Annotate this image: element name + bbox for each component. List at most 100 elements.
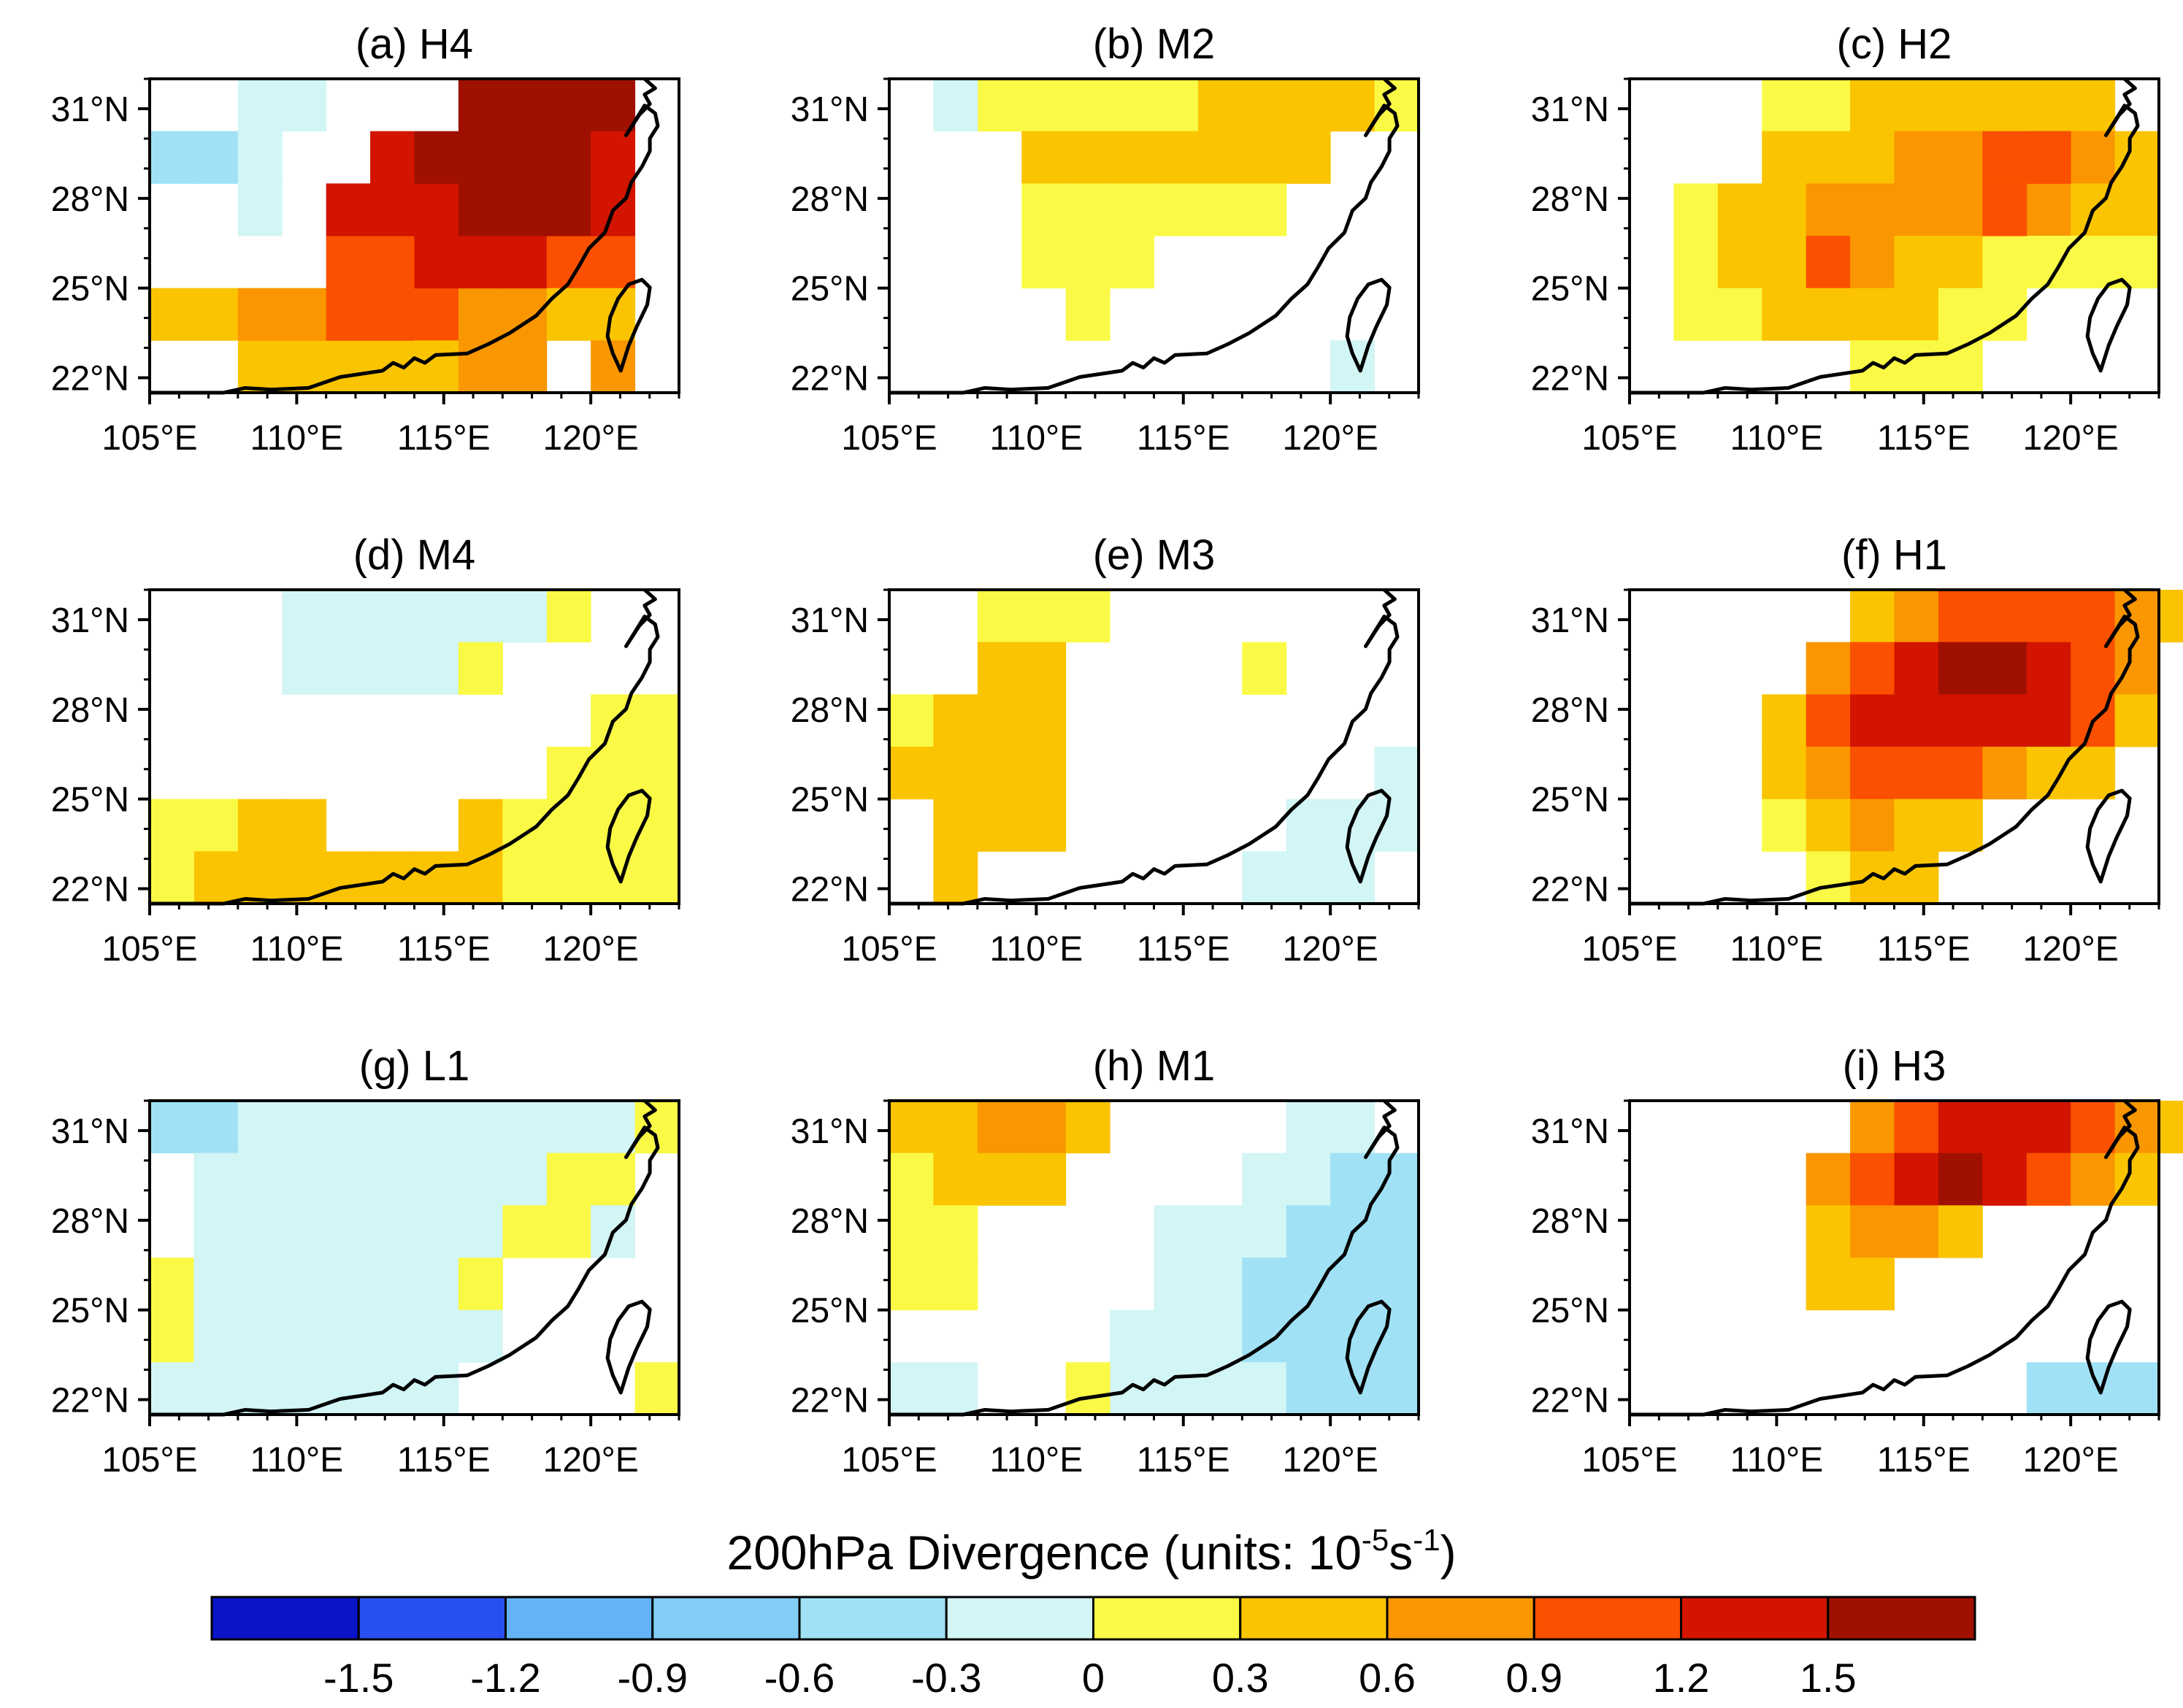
grid-cell — [933, 1258, 978, 1311]
lat-tick-label: 28°N — [791, 1202, 869, 1241]
grid-cell — [150, 799, 194, 852]
lon-tick-label: 105°E — [1581, 930, 1677, 969]
grid-cell — [414, 851, 459, 904]
grid-cell — [502, 1153, 548, 1206]
grid-cell — [414, 183, 459, 236]
grid-cell — [193, 1153, 239, 1206]
shading — [1806, 1101, 2183, 1415]
grid-cell — [458, 288, 503, 341]
grid-cell — [1982, 131, 2027, 184]
grid-cell — [237, 1153, 283, 1206]
shading — [1762, 590, 2183, 904]
lat-tick-label: 25°N — [51, 270, 129, 309]
grid-cell — [1806, 642, 1851, 695]
grid-cell — [2026, 1153, 2071, 1206]
lon-tick-label: 110°E — [990, 1441, 1083, 1480]
colorbar-label: 0.6 — [1359, 1655, 1416, 1701]
lon-tick-label: 120°E — [543, 1441, 639, 1480]
lat-tick-label: 22°N — [791, 1382, 869, 1420]
grid-cell — [1021, 131, 1067, 184]
grid-cell — [1850, 236, 1895, 289]
shading — [150, 79, 636, 393]
grid-cell — [1850, 590, 1895, 643]
panel-title: (c) H2 — [1837, 20, 1952, 68]
lat-tick-label: 25°N — [791, 1292, 869, 1331]
lat-tick-label: 31°N — [51, 601, 129, 640]
grid-cell — [977, 799, 1022, 852]
grid-cell — [1021, 747, 1067, 800]
grid-cell — [2071, 1153, 2116, 1206]
grid-cell — [1154, 183, 1199, 236]
lat-tick-label: 28°N — [791, 691, 869, 730]
grid-cell — [1762, 799, 1807, 852]
lat-tick-label: 31°N — [791, 91, 869, 129]
grid-cell — [237, 851, 283, 904]
colorbar-swatch — [1386, 1596, 1535, 1641]
grid-cell — [1154, 1205, 1199, 1258]
lat-tick-label: 25°N — [51, 781, 129, 820]
grid-cell — [370, 288, 415, 341]
lon-tick-label: 110°E — [1730, 930, 1824, 969]
grid-cell — [591, 79, 636, 132]
grid-cell — [1982, 1153, 2027, 1206]
grid-cell — [1673, 236, 1719, 289]
panel-f: (f) H1 105°E 110°E 115°E 120°E 22°N 25°N 28°N 31… — [1531, 531, 2183, 969]
lat-tick-label: 25°N — [1531, 1292, 1609, 1331]
grid-cell — [1806, 1153, 1851, 1206]
shading — [150, 1101, 680, 1415]
grid-cell — [1850, 79, 1895, 132]
grid-cell — [458, 799, 503, 852]
lat-tick-label: 25°N — [1531, 781, 1609, 820]
grid-cell — [1197, 79, 1243, 132]
grid-cell — [1806, 236, 1851, 289]
lon-tick-label: 120°E — [1283, 1441, 1378, 1480]
grid-cell — [326, 236, 371, 289]
grid-cell — [1197, 183, 1243, 236]
grid-cell — [2026, 694, 2071, 747]
grid-cell — [458, 1101, 503, 1154]
grid-cell — [282, 1153, 327, 1206]
grid-cell — [1938, 183, 1983, 236]
grid-cell — [237, 131, 283, 184]
grid-cell — [326, 851, 371, 904]
grid-cell — [1065, 131, 1110, 184]
grid-cell — [977, 590, 1022, 643]
coastline — [889, 1099, 1400, 1417]
grid-cell — [414, 590, 459, 643]
grid-cell — [1982, 79, 2027, 132]
grid-cell — [458, 79, 503, 132]
grid-cell — [889, 1153, 934, 1206]
colorbar-swatch — [1827, 1596, 1976, 1641]
colorbar-label: 0.9 — [1505, 1655, 1562, 1701]
lat-tick-label: 28°N — [51, 180, 129, 219]
grid-cell — [1021, 1101, 1067, 1154]
grid-cell — [282, 288, 327, 341]
grid-cell — [1938, 236, 1983, 289]
grid-cell — [2026, 131, 2071, 184]
grid-cell — [1242, 131, 1287, 184]
grid-cell — [933, 799, 978, 852]
grid-cell — [591, 1153, 636, 1206]
grid-cell — [458, 590, 503, 643]
grid-cell — [458, 1309, 503, 1363]
grid-cell — [1762, 79, 1807, 132]
lon-tick-label: 120°E — [543, 930, 639, 969]
grid-cell — [1938, 1205, 1983, 1258]
grid-cell — [1110, 131, 1154, 184]
grid-cell — [977, 79, 1022, 132]
grid-cell — [1806, 747, 1851, 800]
grid-cell — [2071, 236, 2116, 289]
grid-cell — [326, 183, 371, 236]
grid-cell — [546, 79, 591, 132]
taiwan-outline — [605, 788, 652, 884]
grid-cell — [2114, 1362, 2160, 1415]
shading — [889, 590, 1419, 904]
grid-cell — [1850, 131, 1895, 184]
lon-tick-label: 110°E — [250, 930, 344, 969]
grid-cell — [1894, 1153, 1939, 1206]
taiwan-outline — [2085, 788, 2132, 884]
panel-title: (d) M4 — [353, 531, 476, 579]
grid-cell — [370, 1309, 415, 1363]
grid-cell — [1021, 590, 1067, 643]
grid-cell — [1197, 1205, 1243, 1258]
